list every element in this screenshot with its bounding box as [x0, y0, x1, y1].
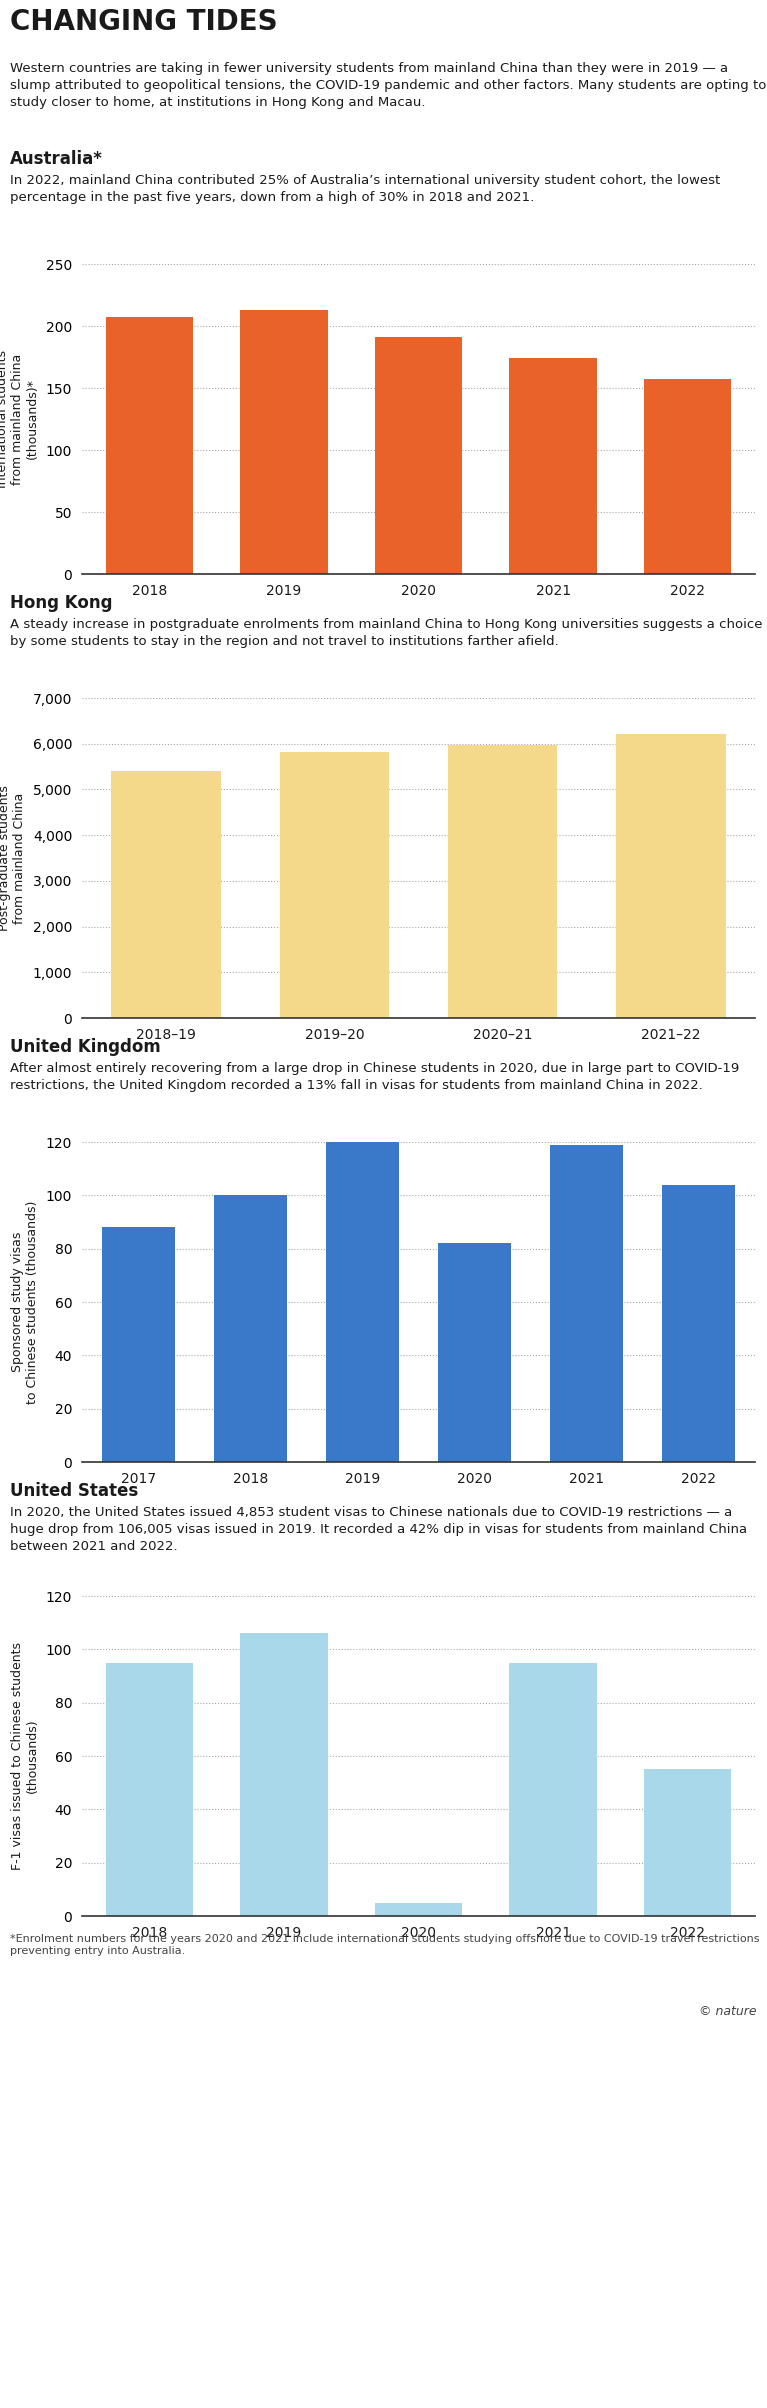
Bar	[106, 1662, 193, 1917]
Y-axis label: Post-graduate students
from mainland China: Post-graduate students from mainland Chi…	[0, 785, 26, 932]
Text: Western countries are taking in fewer university students from mainland China th: Western countries are taking in fewer un…	[10, 63, 766, 108]
Text: *Enrolment numbers for the years 2020 and 2021 include international students st: *Enrolment numbers for the years 2020 an…	[10, 1934, 759, 1955]
Text: After almost entirely recovering from a large drop in Chinese students in 2020, : After almost entirely recovering from a …	[10, 1062, 739, 1091]
Bar	[240, 311, 328, 573]
Text: In 2022, mainland China contributed 25% of Australia’s international university : In 2022, mainland China contributed 25% …	[10, 173, 720, 205]
Text: A steady increase in postgraduate enrolments from mainland China to Hong Kong un: A steady increase in postgraduate enrolm…	[10, 619, 762, 648]
Text: United Kingdom: United Kingdom	[10, 1038, 161, 1057]
Bar	[106, 318, 193, 573]
Bar	[326, 1141, 399, 1462]
Bar	[280, 751, 389, 1019]
Bar	[448, 744, 558, 1019]
Text: © nature: © nature	[700, 2006, 757, 2018]
Bar	[509, 359, 597, 573]
Bar	[438, 1243, 511, 1462]
Bar	[375, 337, 463, 573]
Text: United States: United States	[10, 1481, 138, 1500]
Bar	[550, 1144, 624, 1462]
Bar	[616, 734, 726, 1019]
Bar	[111, 771, 221, 1019]
Text: In 2020, the United States issued 4,853 student visas to Chinese nationals due t: In 2020, the United States issued 4,853 …	[10, 1505, 747, 1553]
Bar	[102, 1228, 175, 1462]
Y-axis label: F-1 visas issued to Chinese students
(thousands): F-1 visas issued to Chinese students (th…	[11, 1642, 39, 1871]
Text: Australia*: Australia*	[10, 149, 103, 169]
Text: CHANGING TIDES: CHANGING TIDES	[10, 7, 278, 36]
Bar	[375, 1902, 463, 1917]
Bar	[214, 1194, 287, 1462]
Bar	[644, 1770, 732, 1917]
Y-axis label: International students
from mainland China
(thousands)*: International students from mainland Chi…	[0, 349, 39, 489]
Bar	[240, 1633, 328, 1917]
Text: Hong Kong: Hong Kong	[10, 595, 113, 612]
Bar	[663, 1185, 736, 1462]
Y-axis label: Sponsored study visas
to Chinese students (thousands): Sponsored study visas to Chinese student…	[11, 1199, 39, 1404]
Bar	[644, 380, 732, 573]
Bar	[509, 1662, 597, 1917]
